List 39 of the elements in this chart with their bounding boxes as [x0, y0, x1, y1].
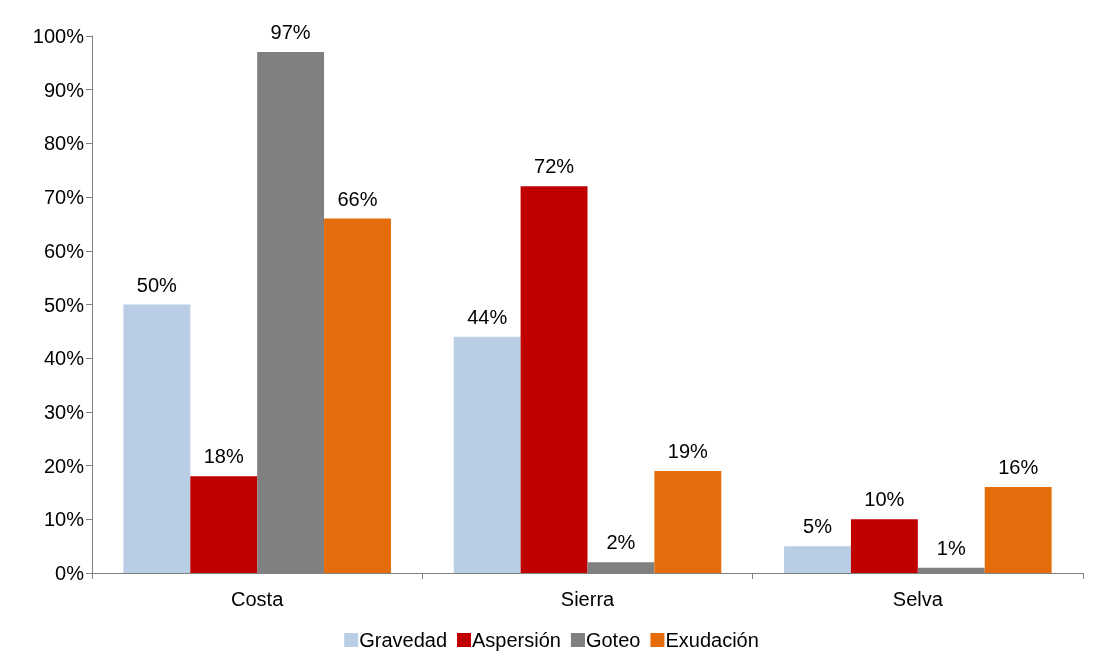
y-tick-label: 60%: [43, 239, 85, 262]
y-tick-label: 0%: [55, 562, 85, 584]
y-tick-label: 10%: [43, 508, 85, 531]
data-label: 50%: [136, 273, 178, 296]
legend-label: Exudación: [665, 629, 759, 651]
data-label: 2%: [606, 531, 636, 554]
y-tick-label: 70%: [43, 186, 85, 209]
data-label: 5%: [803, 515, 833, 538]
bar: [190, 476, 258, 573]
data-label: 19%: [667, 439, 709, 462]
bar: [324, 218, 391, 573]
y-tick-label: 40%: [43, 347, 85, 370]
legend-label: Gravedad: [359, 629, 448, 651]
data-label: 44%: [467, 305, 508, 328]
data-label: 72%: [534, 155, 575, 178]
bar: [850, 519, 918, 573]
legend-label: Goteo: [585, 629, 641, 651]
bar: [654, 470, 722, 573]
y-tick-label: 50%: [43, 293, 85, 316]
bar: [984, 487, 1052, 573]
x-tick-label: Selva: [892, 588, 944, 610]
data-label: 16%: [998, 456, 1039, 479]
data-label: 18%: [203, 445, 244, 468]
x-tick-label: Sierra: [560, 588, 616, 610]
y-tick-label: 90%: [43, 78, 85, 101]
data-label: 10%: [864, 488, 905, 511]
data-label: 66%: [337, 187, 378, 210]
bar: [784, 546, 851, 573]
y-tick-label: 100%: [32, 25, 85, 47]
y-tick-label: 80%: [43, 132, 85, 155]
y-tick-label: 30%: [43, 400, 85, 423]
bar: [453, 336, 521, 573]
data-label: 1%: [936, 536, 966, 559]
x-tick-label: Costa: [231, 588, 285, 610]
legend-label: Aspersión: [472, 629, 561, 651]
bar: [520, 186, 588, 573]
data-label: 97%: [270, 21, 311, 44]
bar: [123, 304, 191, 573]
y-tick-label: 20%: [43, 454, 85, 477]
